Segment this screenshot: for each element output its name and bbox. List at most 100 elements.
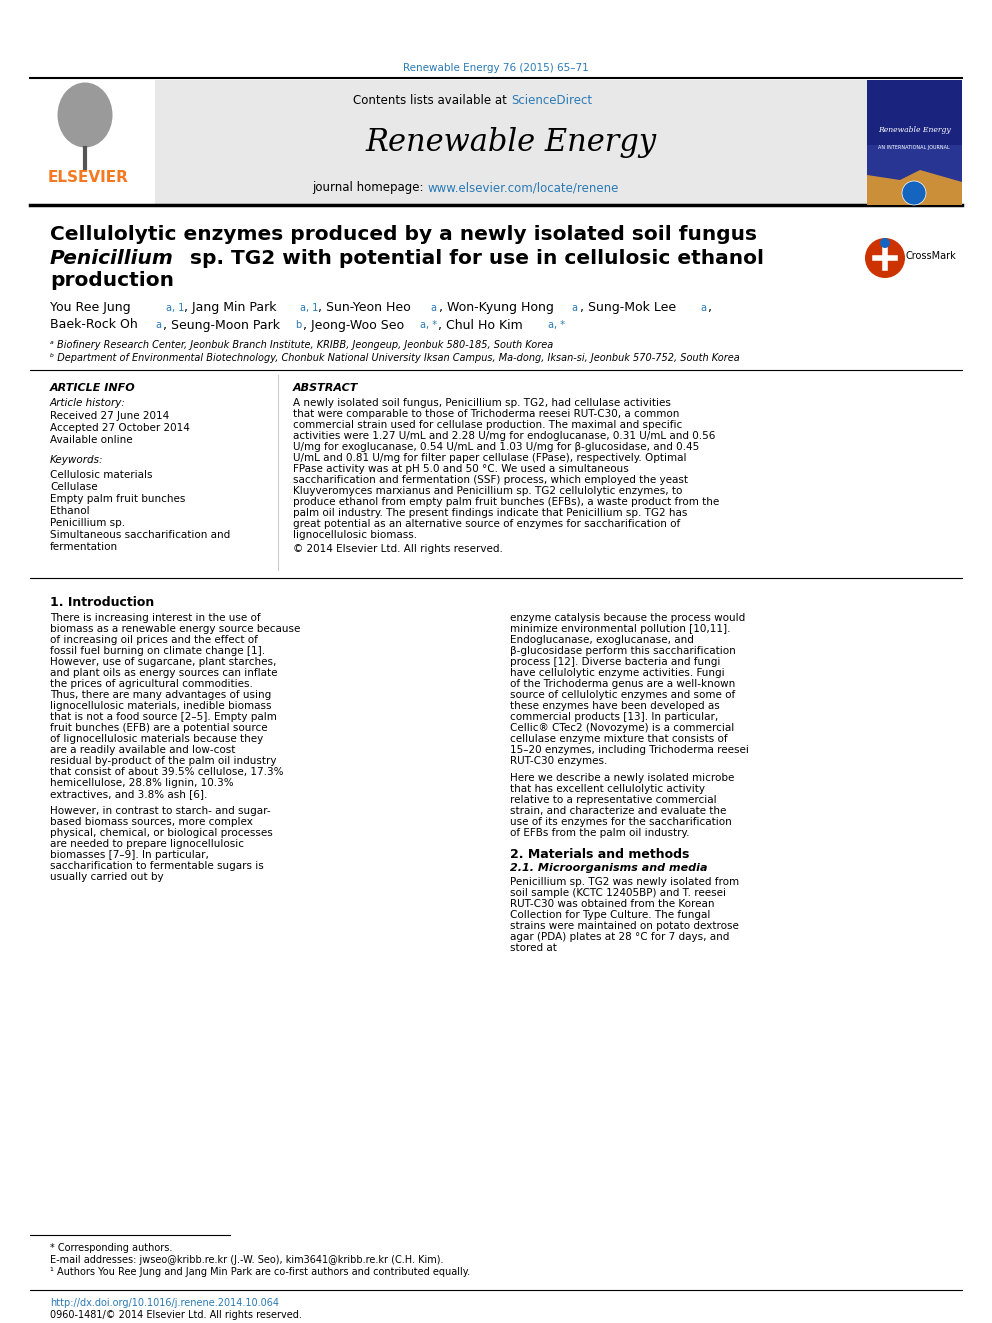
Text: ᵃ Biofinery Research Center, Jeonbuk Branch Institute, KRIBB, Jeongeup, Jeonbuk : ᵃ Biofinery Research Center, Jeonbuk Bra… — [50, 340, 554, 351]
Text: commercial strain used for cellulase production. The maximal and specific: commercial strain used for cellulase pro… — [293, 419, 682, 430]
Text: soil sample (KCTC 12405BP) and T. reesei: soil sample (KCTC 12405BP) and T. reesei — [510, 888, 726, 898]
Text: 15–20 enzymes, including Trichoderma reesei: 15–20 enzymes, including Trichoderma ree… — [510, 745, 749, 755]
Text: ABSTRACT: ABSTRACT — [293, 382, 358, 393]
Text: , Chul Ho Kim: , Chul Ho Kim — [438, 319, 523, 332]
Text: relative to a representative commercial: relative to a representative commercial — [510, 795, 716, 804]
Text: great potential as an alternative source of enzymes for saccharification of: great potential as an alternative source… — [293, 519, 681, 529]
FancyBboxPatch shape — [867, 79, 962, 205]
Circle shape — [902, 181, 926, 205]
Text: are a readily available and low-cost: are a readily available and low-cost — [50, 745, 235, 755]
Text: source of cellulolytic enzymes and some of: source of cellulolytic enzymes and some … — [510, 691, 735, 700]
Text: , Won-Kyung Hong: , Won-Kyung Hong — [439, 302, 554, 315]
FancyBboxPatch shape — [155, 79, 867, 205]
FancyBboxPatch shape — [867, 146, 962, 205]
Text: a, 1: a, 1 — [166, 303, 185, 314]
Text: the prices of agricultural commodities.: the prices of agricultural commodities. — [50, 679, 253, 689]
Text: lignocellulosic materials, inedible biomass: lignocellulosic materials, inedible biom… — [50, 701, 272, 710]
Text: a: a — [571, 303, 577, 314]
Text: © 2014 Elsevier Ltd. All rights reserved.: © 2014 Elsevier Ltd. All rights reserved… — [293, 544, 503, 554]
Text: , Seung-Moon Park: , Seung-Moon Park — [163, 319, 280, 332]
Text: Here we describe a newly isolated microbe: Here we describe a newly isolated microb… — [510, 773, 734, 783]
Text: There is increasing interest in the use of: There is increasing interest in the use … — [50, 613, 261, 623]
Text: However, use of sugarcane, plant starches,: However, use of sugarcane, plant starche… — [50, 658, 277, 667]
Text: ᵇ Department of Environmental Biotechnology, Chonbuk National University Iksan C: ᵇ Department of Environmental Biotechnol… — [50, 353, 740, 363]
Text: Keywords:: Keywords: — [50, 455, 103, 464]
Text: journal homepage:: journal homepage: — [311, 181, 427, 194]
Text: that were comparable to those of Trichoderma reesei RUT-C30, a common: that were comparable to those of Trichod… — [293, 409, 680, 419]
Text: Cellic® CTec2 (Novozyme) is a commercial: Cellic® CTec2 (Novozyme) is a commercial — [510, 722, 734, 733]
Text: that is not a food source [2–5]. Empty palm: that is not a food source [2–5]. Empty p… — [50, 712, 277, 722]
Text: strains were maintained on potato dextrose: strains were maintained on potato dextro… — [510, 921, 739, 931]
Text: Article history:: Article history: — [50, 398, 126, 407]
Text: are needed to prepare lignocellulosic: are needed to prepare lignocellulosic — [50, 839, 244, 849]
Text: use of its enzymes for the saccharification: use of its enzymes for the saccharificat… — [510, 818, 732, 827]
Text: Cellulase: Cellulase — [50, 482, 97, 492]
Text: of lignocellulosic materials because they: of lignocellulosic materials because the… — [50, 734, 263, 744]
Text: fruit bunches (EFB) are a potential source: fruit bunches (EFB) are a potential sour… — [50, 722, 268, 733]
Text: Penicillium sp.: Penicillium sp. — [50, 519, 125, 528]
Text: residual by-product of the palm oil industry: residual by-product of the palm oil indu… — [50, 755, 277, 766]
Text: biomass as a renewable energy source because: biomass as a renewable energy source bec… — [50, 624, 301, 634]
Text: ARTICLE INFO: ARTICLE INFO — [50, 382, 136, 393]
Text: 1. Introduction: 1. Introduction — [50, 595, 154, 609]
Ellipse shape — [58, 82, 112, 147]
Text: E-mail addresses: jwseo@kribb.re.kr (J.-W. Seo), kim3641@kribb.re.kr (C.H. Kim).: E-mail addresses: jwseo@kribb.re.kr (J.-… — [50, 1256, 443, 1265]
Text: ¹ Authors You Ree Jung and Jang Min Park are co-first authors and contributed eq: ¹ Authors You Ree Jung and Jang Min Park… — [50, 1267, 470, 1277]
Text: www.elsevier.com/locate/renene: www.elsevier.com/locate/renene — [427, 181, 618, 194]
Text: Ethanol: Ethanol — [50, 505, 89, 516]
Text: Penicillium: Penicillium — [50, 249, 174, 267]
Text: However, in contrast to starch- and sugar-: However, in contrast to starch- and suga… — [50, 806, 271, 816]
Text: β-glucosidase perform this saccharification: β-glucosidase perform this saccharificat… — [510, 646, 736, 656]
Text: Simultaneous saccharification and: Simultaneous saccharification and — [50, 531, 230, 540]
Text: activities were 1.27 U/mL and 2.28 U/mg for endoglucanase, 0.31 U/mL and 0.56: activities were 1.27 U/mL and 2.28 U/mg … — [293, 431, 715, 441]
Text: , Sun-Yeon Heo: , Sun-Yeon Heo — [318, 302, 411, 315]
Text: a: a — [700, 303, 706, 314]
Text: 0960-1481/© 2014 Elsevier Ltd. All rights reserved.: 0960-1481/© 2014 Elsevier Ltd. All right… — [50, 1310, 302, 1320]
Text: process [12]. Diverse bacteria and fungi: process [12]. Diverse bacteria and fungi — [510, 658, 720, 667]
Text: that has excellent cellulolytic activity: that has excellent cellulolytic activity — [510, 785, 705, 794]
Text: Received 27 June 2014: Received 27 June 2014 — [50, 411, 170, 421]
Text: strain, and characterize and evaluate the: strain, and characterize and evaluate th… — [510, 806, 726, 816]
Text: ELSEVIER: ELSEVIER — [48, 171, 128, 185]
Text: ,: , — [708, 302, 712, 315]
Text: a: a — [430, 303, 436, 314]
Text: Endoglucanase, exoglucanase, and: Endoglucanase, exoglucanase, and — [510, 635, 693, 646]
Text: ScienceDirect: ScienceDirect — [511, 94, 592, 106]
Text: RUT-C30 was obtained from the Korean: RUT-C30 was obtained from the Korean — [510, 900, 714, 909]
Text: Available online: Available online — [50, 435, 133, 445]
Text: 2.1. Microorganisms and media: 2.1. Microorganisms and media — [510, 863, 707, 873]
Text: A newly isolated soil fungus, Penicillium sp. TG2, had cellulase activities: A newly isolated soil fungus, Penicilliu… — [293, 398, 671, 407]
Text: Collection for Type Culture. The fungal: Collection for Type Culture. The fungal — [510, 910, 710, 919]
Text: enzyme catalysis because the process would: enzyme catalysis because the process wou… — [510, 613, 745, 623]
Text: Accepted 27 October 2014: Accepted 27 October 2014 — [50, 423, 189, 433]
Text: AN INTERNATIONAL JOURNAL: AN INTERNATIONAL JOURNAL — [878, 146, 950, 151]
Text: http://dx.doi.org/10.1016/j.renene.2014.10.064: http://dx.doi.org/10.1016/j.renene.2014.… — [50, 1298, 279, 1308]
Text: hemicellulose, 28.8% lignin, 10.3%: hemicellulose, 28.8% lignin, 10.3% — [50, 778, 234, 789]
Text: have cellulolytic enzyme activities. Fungi: have cellulolytic enzyme activities. Fun… — [510, 668, 724, 677]
Polygon shape — [867, 169, 962, 205]
Text: commercial products [13]. In particular,: commercial products [13]. In particular, — [510, 712, 718, 722]
Text: palm oil industry. The present findings indicate that Penicillium sp. TG2 has: palm oil industry. The present findings … — [293, 508, 687, 519]
Text: CrossMark: CrossMark — [906, 251, 956, 261]
Text: Cellulolytic enzymes produced by a newly isolated soil fungus: Cellulolytic enzymes produced by a newly… — [50, 225, 757, 245]
Text: , Sung-Mok Lee: , Sung-Mok Lee — [580, 302, 677, 315]
Text: * Corresponding authors.: * Corresponding authors. — [50, 1244, 173, 1253]
Text: sp. TG2 with potential for use in cellulosic ethanol: sp. TG2 with potential for use in cellul… — [183, 249, 764, 267]
Text: of the Trichoderma genus are a well-known: of the Trichoderma genus are a well-know… — [510, 679, 735, 689]
Text: usually carried out by: usually carried out by — [50, 872, 164, 882]
Text: Renewable Energy 76 (2015) 65–71: Renewable Energy 76 (2015) 65–71 — [403, 64, 589, 73]
Text: Renewable Energy: Renewable Energy — [365, 127, 657, 159]
Text: a, 1: a, 1 — [300, 303, 318, 314]
Circle shape — [880, 238, 890, 247]
Text: a: a — [155, 320, 161, 329]
Text: Kluyveromyces marxianus and Penicillium sp. TG2 cellulolytic enzymes, to: Kluyveromyces marxianus and Penicillium … — [293, 486, 682, 496]
Text: biomasses [7–9]. In particular,: biomasses [7–9]. In particular, — [50, 849, 209, 860]
Text: agar (PDA) plates at 28 °C for 7 days, and: agar (PDA) plates at 28 °C for 7 days, a… — [510, 931, 729, 942]
Text: cellulase enzyme mixture that consists of: cellulase enzyme mixture that consists o… — [510, 734, 727, 744]
Text: U/mL and 0.81 U/mg for filter paper cellulase (FPase), respectively. Optimal: U/mL and 0.81 U/mg for filter paper cell… — [293, 452, 686, 463]
Text: and plant oils as energy sources can inflate: and plant oils as energy sources can inf… — [50, 668, 278, 677]
Text: fossil fuel burning on climate change [1].: fossil fuel burning on climate change [1… — [50, 646, 265, 656]
Text: , Jeong-Woo Seo: , Jeong-Woo Seo — [303, 319, 404, 332]
Text: a, *: a, * — [548, 320, 565, 329]
Text: U/mg for exoglucanase, 0.54 U/mL and 1.03 U/mg for β-glucosidase, and 0.45: U/mg for exoglucanase, 0.54 U/mL and 1.0… — [293, 442, 699, 452]
